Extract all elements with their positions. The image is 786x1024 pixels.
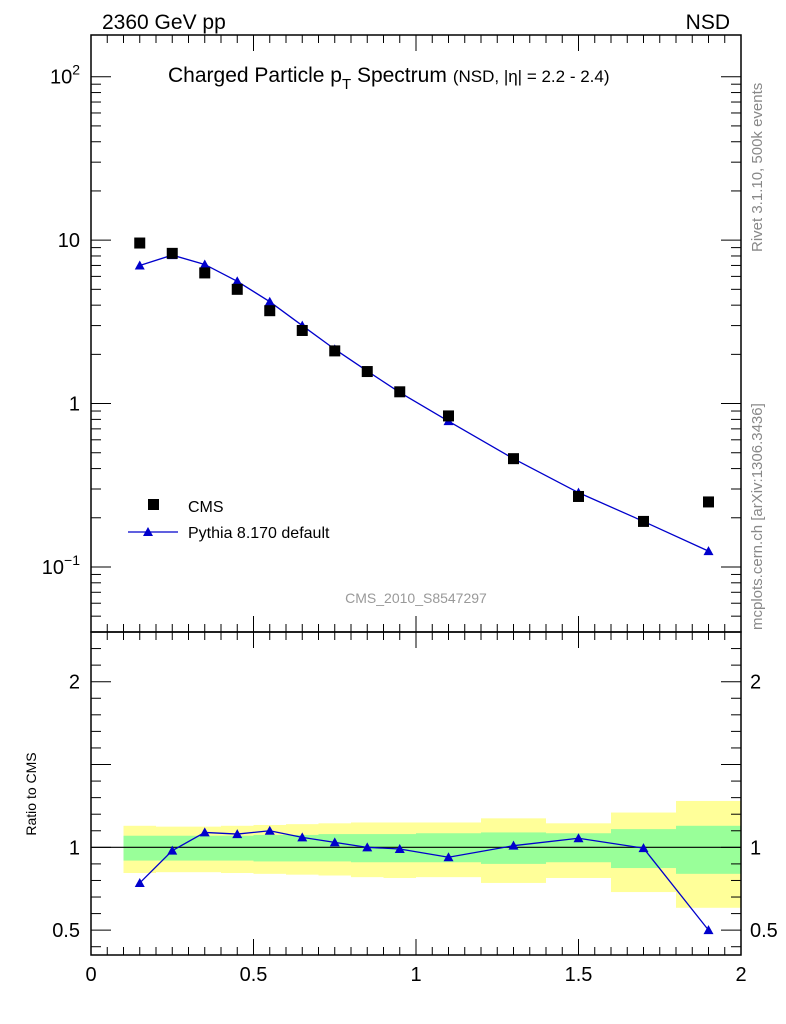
- plot-title: Charged Particle pT Spectrum (NSD, |η| = …: [168, 64, 610, 93]
- process-label: NSD: [686, 11, 730, 34]
- cms-point: [329, 345, 341, 357]
- analysis-id: CMS_2010_S8547297: [345, 590, 487, 606]
- ratio-ytick-label-right: 2: [750, 672, 761, 694]
- ratio-mc-point: [638, 843, 649, 853]
- ratio-mc-point: [199, 827, 210, 837]
- legend-mc-marker: [143, 527, 153, 536]
- plot-title-main: Charged Particle p: [168, 64, 342, 87]
- plot-title-subscript: T: [342, 76, 351, 93]
- uncertainty-band-inner: [188, 835, 221, 861]
- cms-point: [264, 305, 276, 317]
- main-panel: 10−1 1 10 102 Charged Particle pT Spectrum (…: [42, 34, 742, 633]
- uncertainty-band-inner: [253, 834, 286, 862]
- ratio-mc-point: [573, 833, 584, 843]
- ratio-ytick-label: 2: [69, 672, 80, 694]
- ratio-mc-point: [508, 840, 519, 850]
- xtick-label: 1: [410, 964, 421, 986]
- uncertainty-band-inner: [123, 835, 156, 861]
- xtick-label: 0: [85, 964, 96, 986]
- ratio-mc-point: [703, 925, 714, 935]
- ratio-ylabel: Ratio to CMS: [23, 752, 39, 835]
- ratio-mc-line: [139, 830, 710, 931]
- plot-title-rest: Spectrum: [351, 64, 447, 87]
- ratio-mc-point: [394, 843, 405, 853]
- legend-cms-marker: [148, 499, 159, 510]
- cms-point: [573, 490, 584, 502]
- cms-point: [296, 324, 308, 336]
- uncertainty-band-inner: [221, 835, 254, 861]
- cms-point: [361, 366, 373, 378]
- xtick-label: 0.5: [240, 964, 268, 986]
- cms-point: [508, 453, 519, 465]
- rivet-version-label: Rivet 3.1.10, 500k events: [749, 83, 766, 252]
- legend-cms-label: CMS: [188, 499, 224, 516]
- ratio-mc-point: [443, 852, 454, 862]
- cms-point: [134, 237, 146, 249]
- cms-point: [394, 386, 406, 398]
- uncertainty-band-inner: [676, 825, 741, 874]
- mc-point: [134, 260, 145, 270]
- ratio-mc-point: [362, 842, 373, 852]
- mc-point: [703, 546, 714, 556]
- main-frame: [90, 34, 742, 633]
- cms-point: [199, 267, 211, 279]
- cms-point: [638, 515, 649, 527]
- ratio-mc-point: [134, 877, 145, 887]
- mc-line: [139, 254, 709, 552]
- ratio-ytick-label: 0.5: [52, 920, 80, 942]
- energy-label: 2360 GeV pp: [102, 11, 226, 34]
- cms-point: [231, 283, 243, 295]
- main-ytick-label: 1: [69, 394, 80, 416]
- cms-point: [703, 496, 714, 508]
- ratio-frame: [90, 631, 742, 956]
- ratio-mc-point: [329, 837, 340, 847]
- ratio-mc-point: [167, 845, 178, 855]
- ratio-ytick-label-right: 0.5: [750, 920, 778, 942]
- cms-point: [166, 247, 178, 259]
- legend-mc-label: Pythia 8.170 default: [188, 525, 330, 542]
- ratio-mc-point: [232, 829, 243, 839]
- cms-point: [443, 410, 454, 422]
- legend: CMS Pythia 8.170 default: [128, 499, 330, 542]
- ratio-mc-point: [297, 832, 308, 842]
- mc-point: [199, 259, 210, 269]
- main-ytick-label: 10−1: [42, 552, 80, 579]
- plot-title-cuts: (NSD, |η| = 2.2 - 2.4): [453, 67, 610, 86]
- ratio-panel: 0.5 0.51 12 2 0 0.5 1 1.5 2 Ratio to CMS: [23, 631, 778, 986]
- mc-point: [232, 276, 243, 286]
- mcplots-label: mcplots.cern.ch [arXiv:1306.3436]: [749, 403, 766, 630]
- ratio-mc-point: [264, 825, 275, 835]
- xtick-label: 2: [735, 964, 746, 986]
- main-ytick-label: 10: [58, 230, 80, 252]
- ratio-ytick-label: 1: [69, 837, 80, 859]
- ratio-ytick-label-right: 1: [750, 837, 761, 859]
- main-ytick-label: 102: [50, 62, 80, 89]
- mc-point: [264, 296, 275, 306]
- xtick-label: 1.5: [565, 964, 593, 986]
